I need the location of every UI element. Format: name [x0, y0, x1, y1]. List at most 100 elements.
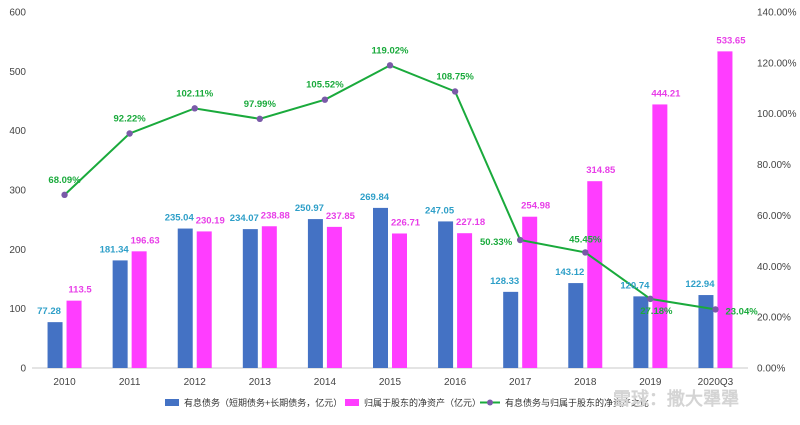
x-tick-label: 2020Q3 — [698, 377, 734, 388]
x-tick-label: 2010 — [53, 377, 76, 388]
bar-data-label: 237.85 — [326, 211, 356, 222]
bar-data-label: 533.65 — [716, 35, 746, 46]
bar-data-label: 230.19 — [196, 215, 225, 226]
bar-data-label: 227.18 — [456, 217, 485, 228]
bar-data-label: 226.71 — [391, 217, 421, 228]
line-data-label: 50.33% — [480, 237, 513, 248]
bar — [438, 221, 454, 368]
bar — [177, 228, 193, 368]
y-left-tick-label: 300 — [9, 186, 26, 197]
y-right-tick-label: 0.00% — [757, 364, 785, 375]
bar-data-label: 269.84 — [360, 192, 390, 203]
bar-data-label: 254.98 — [521, 201, 550, 212]
bar — [652, 104, 668, 369]
x-tick-label: 2016 — [444, 377, 467, 388]
x-tick-label: 2018 — [574, 377, 597, 388]
ratio-point — [386, 62, 394, 69]
line-data-label: 97.99% — [244, 99, 277, 110]
bar — [698, 295, 714, 368]
ratio-line-path — [63, 64, 716, 311]
y-right-tick-label: 140.00% — [757, 8, 797, 19]
line-data-label: 119.02% — [372, 45, 410, 56]
y-left-tick-label: 200 — [9, 245, 26, 256]
bar — [196, 231, 212, 368]
legend-label: 有息债务（短期债务+长期债务，亿元） — [184, 397, 342, 408]
y-right-tick-label: 80.00% — [757, 160, 791, 171]
y-right-tick-label: 120.00% — [757, 58, 797, 69]
ratio-point — [516, 236, 524, 244]
bar — [522, 216, 538, 368]
ratio-point — [256, 115, 264, 123]
y-right-tick-label: 60.00% — [757, 211, 791, 222]
x-tick-label: 2017 — [509, 377, 532, 388]
ratio-point — [582, 249, 589, 256]
x-tick-label: 2011 — [119, 377, 141, 388]
legend: 有息债务（短期债务+长期债务，亿元） 归属于股东的净资产（亿元） 有息债务与归属于股… — [165, 397, 649, 408]
legend-label: 有息债务与归属于股东的净资产之比 — [505, 397, 649, 408]
ratio-point — [647, 295, 654, 303]
line-data-label: 102.11% — [176, 88, 214, 99]
bar-data-label: 143.12 — [555, 267, 584, 278]
bar — [373, 207, 388, 368]
bar — [66, 300, 82, 368]
bar-data-label: 444.21 — [651, 88, 681, 99]
bar-data-label: 122.94 — [685, 279, 715, 290]
bar-data-label: 314.85 — [586, 165, 616, 176]
line-data-label: 23.04% — [725, 306, 758, 317]
line-data-label: 27.18% — [640, 306, 673, 317]
x-tick-label: 2015 — [379, 377, 402, 388]
y-left-tick-label: 100 — [9, 304, 26, 315]
ratio-point — [451, 88, 459, 95]
bar — [633, 296, 649, 368]
bar — [568, 283, 584, 368]
bar — [307, 219, 323, 368]
bar — [131, 251, 147, 368]
bar — [112, 260, 128, 368]
line-data-label: 68.09% — [48, 175, 81, 186]
legend-label: 归属于股东的净资产（亿元） — [364, 397, 481, 408]
bar — [717, 51, 733, 368]
line-data-label: 105.52% — [306, 80, 344, 91]
bar-data-label: 250.97 — [295, 203, 324, 214]
ratio-point — [712, 306, 719, 313]
y-left-tick-label: 400 — [9, 126, 26, 137]
x-tick-label: 2012 — [184, 377, 207, 388]
legend-swatch — [345, 399, 359, 406]
bar-data-label: 120.74 — [620, 280, 650, 291]
bar — [47, 322, 63, 368]
line-data-label: 108.75% — [436, 71, 474, 82]
bar — [457, 233, 473, 368]
data-labels: 77.28 181.34 235.04 234.07 250.97 269.84 247.0… — [37, 35, 758, 317]
bar-data-label: 181.34 — [100, 244, 130, 255]
bars — [47, 51, 733, 369]
ratio-line — [61, 62, 719, 313]
bar — [392, 233, 407, 368]
bar-data-label: 196.63 — [131, 235, 160, 246]
bar-data-label: 235.04 — [165, 213, 195, 224]
legend-swatch — [487, 399, 493, 406]
watermark-text: 雪球：撒大犟犟 — [613, 388, 739, 409]
y-right-tick-label: 20.00% — [757, 313, 791, 324]
bar — [261, 226, 277, 368]
bar — [587, 181, 603, 368]
ratio-point — [61, 191, 68, 199]
bar-data-label: 113.5 — [68, 285, 92, 296]
ratio-point — [191, 105, 198, 112]
bar — [326, 226, 342, 368]
bar-data-label: 128.33 — [490, 276, 519, 287]
x-tick-label: 2014 — [314, 377, 337, 388]
bar-data-label: 77.28 — [37, 306, 61, 317]
x-tick-label: 2013 — [249, 377, 272, 388]
bar-data-label: 234.07 — [230, 213, 259, 224]
bar-data-label: 238.88 — [261, 210, 290, 221]
y-right-tick-label: 100.00% — [757, 109, 797, 120]
x-tick-label: 2019 — [639, 377, 662, 388]
line-data-label: 45.45% — [569, 234, 602, 245]
y-right-tick-label: 40.00% — [757, 262, 791, 273]
ratio-point — [126, 130, 133, 137]
bar — [503, 291, 519, 368]
ratio-point — [321, 96, 329, 103]
line-data-label: 92.22% — [114, 113, 147, 124]
